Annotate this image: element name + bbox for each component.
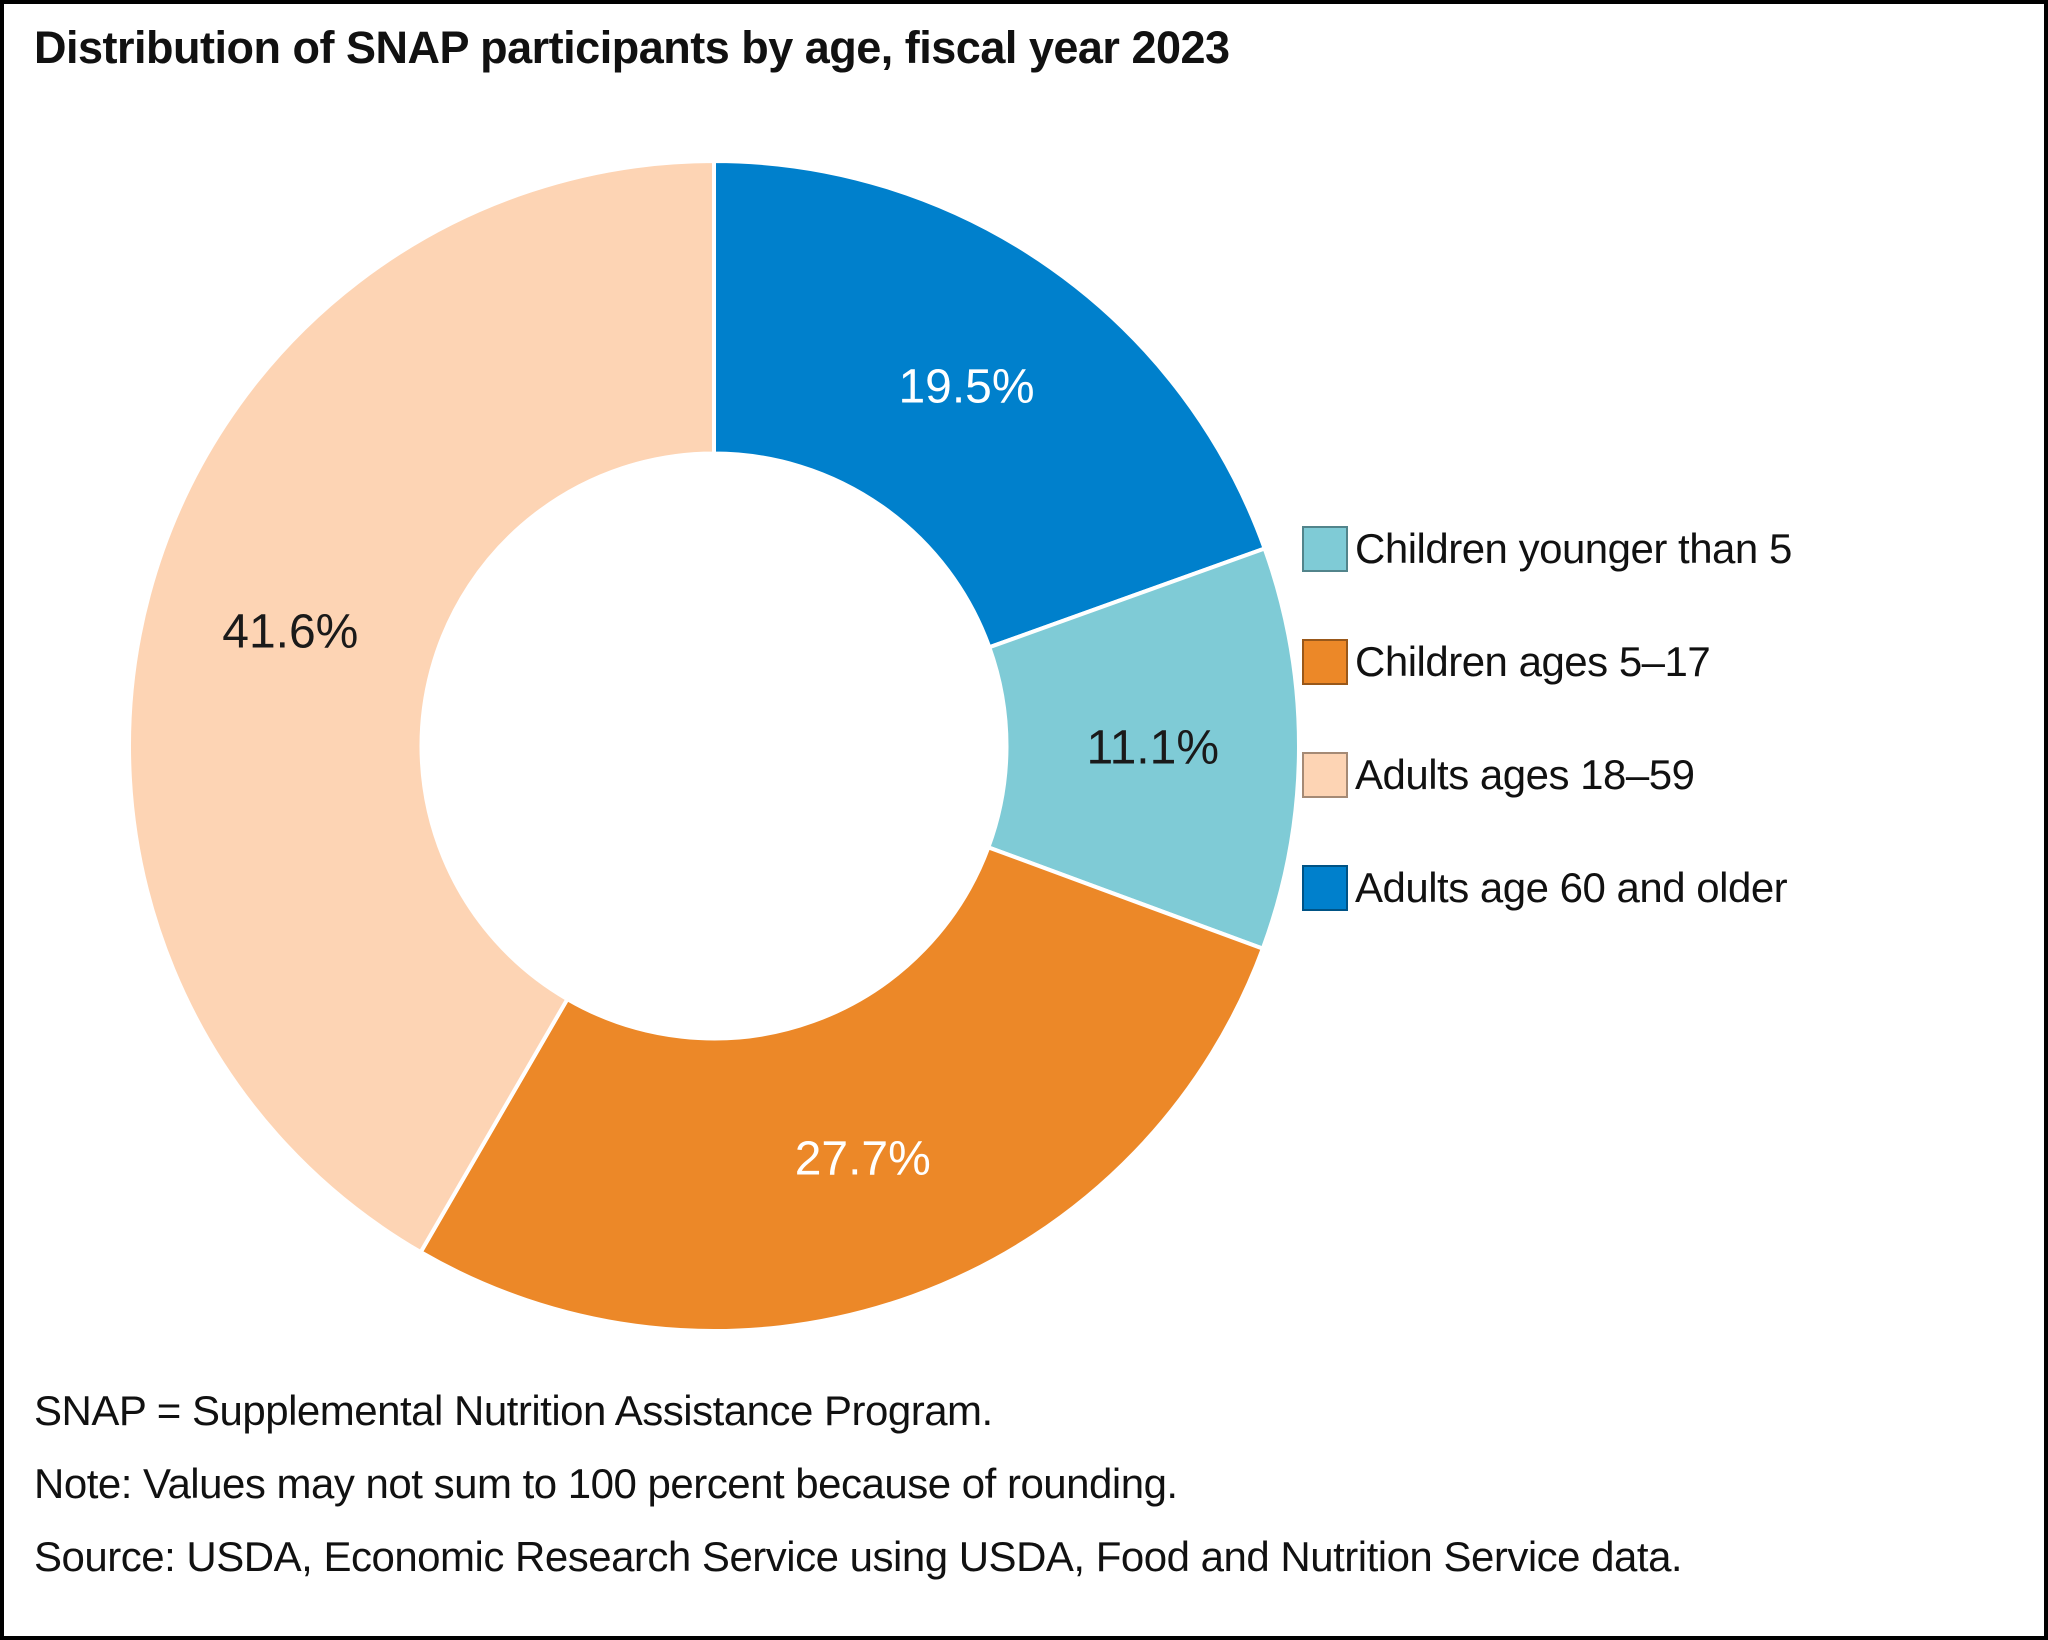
legend-swatch-icon [1302,639,1348,685]
donut-chart: 19.5% 11.1% 27.7% 41.6% [126,158,1302,1334]
slice-value-label-children-younger-than-5: 11.1% [1086,722,1219,775]
legend-swatch-icon [1302,752,1348,798]
footnote-abbreviation: SNAP = Supplemental Nutrition Assistance… [34,1387,993,1434]
legend-item-children-younger-than-5: Children younger than 5 [1302,524,1792,574]
slice-value-label-adults-age-60-and-older: 19.5% [898,361,1034,414]
donut-slice-children-younger-than-5 [986,546,1301,951]
donut-slice-children-ages-5-17 [418,845,1265,1333]
legend-item-adults-age-60-and-older: Adults age 60 and older [1302,863,1792,913]
legend-swatch-icon [1302,526,1348,572]
donut-svg: 19.5% 11.1% 27.7% 41.6% [127,159,1301,1333]
legend: Children younger than 5 Children ages 5–1… [1302,524,1792,913]
legend-label: Adults ages 18–59 [1355,751,1695,798]
footnotes: SNAP = Supplemental Nutrition Assistance… [34,1374,2014,1593]
legend-item-children-ages-5-17: Children ages 5–17 [1302,637,1792,687]
slice-value-label-adults-ages-18-59: 41.6% [222,606,358,659]
legend-label: Children ages 5–17 [1355,638,1711,685]
legend-label: Adults age 60 and older [1355,864,1788,911]
slice-value-label-children-ages-5-17: 27.7% [795,1132,931,1185]
footnote-source: Source: USDA, Economic Research Service … [34,1533,1683,1580]
legend-swatch-icon [1302,865,1348,911]
chart-title: Distribution of SNAP participants by age… [34,22,1230,73]
legend-label: Children younger than 5 [1355,525,1792,572]
donut-slice-adults-age-60-and-older [712,159,1267,650]
footnote-rounding-note: Note: Values may not sum to 100 percent … [34,1460,1178,1507]
donut-slice-adults-ages-18-59 [127,159,716,1255]
legend-item-adults-ages-18-59: Adults ages 18–59 [1302,750,1792,800]
